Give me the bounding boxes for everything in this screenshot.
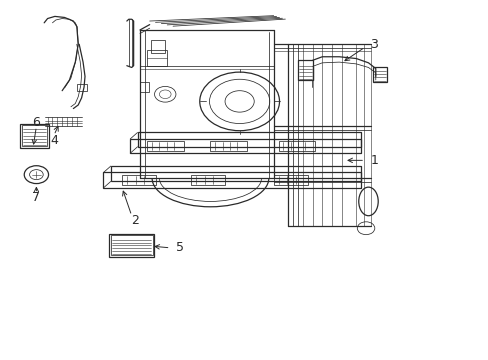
Bar — [137, 132, 361, 147]
Text: 3: 3 — [369, 38, 377, 51]
Text: 4: 4 — [50, 134, 58, 147]
Text: 7: 7 — [32, 192, 41, 204]
Text: 1: 1 — [370, 154, 378, 167]
Bar — [103, 172, 361, 188]
Bar — [297, 60, 312, 80]
Bar — [210, 141, 246, 151]
Bar — [130, 139, 361, 153]
Text: 2: 2 — [131, 213, 139, 226]
Bar — [77, 84, 87, 91]
Bar — [122, 175, 156, 185]
Bar — [111, 166, 361, 181]
Text: 5: 5 — [176, 241, 184, 255]
Bar — [111, 235, 152, 255]
Bar — [140, 82, 148, 93]
Bar — [278, 141, 314, 151]
Bar — [20, 123, 49, 148]
Bar — [372, 67, 386, 82]
Bar — [147, 141, 183, 151]
Bar — [147, 50, 166, 66]
Bar — [273, 175, 307, 185]
Bar — [150, 40, 165, 53]
Bar — [109, 234, 154, 257]
Text: 6: 6 — [32, 116, 40, 129]
Bar — [191, 175, 224, 185]
Bar — [22, 125, 47, 147]
